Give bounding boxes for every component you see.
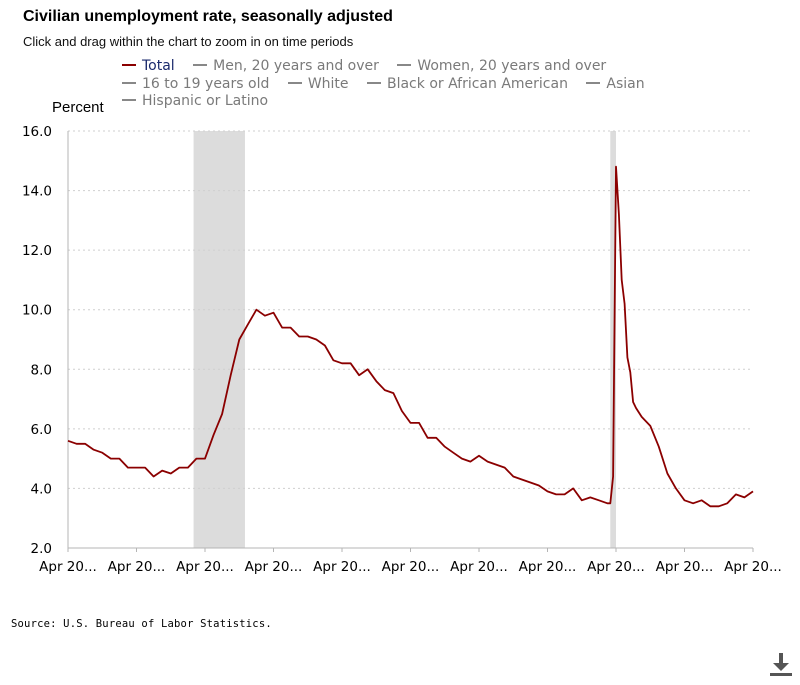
y-tick-label: 14.0 xyxy=(22,184,52,200)
y-tick-label: 2.0 xyxy=(31,541,52,557)
recession-band xyxy=(610,131,616,548)
legend-swatch xyxy=(397,64,412,66)
y-tick-label: 8.0 xyxy=(31,362,52,378)
legend-label: White xyxy=(307,75,349,92)
legend-label: Asian xyxy=(606,75,645,92)
y-tick-label: 16.0 xyxy=(22,124,52,140)
legend-swatch xyxy=(366,81,381,84)
y-tick-labels: 2.0 4.0 6.0 8.0 10.0 12.0 14.0 16.0 xyxy=(22,124,52,557)
x-tick-label: Apr 20... xyxy=(313,559,371,575)
x-tick-label: Apr 20... xyxy=(450,559,508,575)
chart-plot-area[interactable]: 2.04.06.08.010.012.014.016.0 Apr 20... Ap… xyxy=(0,0,800,600)
legend-swatch xyxy=(122,64,136,66)
y-tick-label: 12.0 xyxy=(22,243,52,259)
y-tick-label: 10.0 xyxy=(22,303,52,319)
source-note: Source: U.S. Bureau of Labor Statistics. xyxy=(11,618,272,630)
legend-swatch xyxy=(586,81,601,84)
x-tick-label: Apr 20... xyxy=(587,559,645,575)
x-tick-label: Apr 20... xyxy=(382,559,440,575)
recession-shading-group xyxy=(193,131,616,548)
legend-swatch xyxy=(122,99,136,101)
x-tick-label: Apr 20... xyxy=(108,559,166,575)
legend-item-teens[interactable]: 16 to 19 years old xyxy=(122,76,269,94)
x-tick-label: Apr 20... xyxy=(724,559,782,575)
x-tick-label: Apr 20... xyxy=(519,559,577,575)
download-button[interactable] xyxy=(767,650,795,678)
series-group xyxy=(67,165,754,508)
legend-swatch xyxy=(122,81,136,84)
legend-item-black[interactable]: Black or African American xyxy=(366,75,568,94)
legend-item-asian[interactable]: Asian xyxy=(586,75,645,94)
legend-label: Women, 20 years and over xyxy=(417,58,607,74)
chart-subtitle: Click and drag within the chart to zoom … xyxy=(23,34,354,49)
axes xyxy=(67,131,753,549)
legend-swatch xyxy=(287,81,302,84)
x-tick-label: Apr 20... xyxy=(656,559,714,575)
x-tick-label: Apr 20... xyxy=(176,559,234,575)
legend-item-total[interactable]: Total xyxy=(122,58,175,76)
download-icon xyxy=(770,653,792,676)
x-tick-label: Apr 20... xyxy=(39,559,97,575)
legend-swatch xyxy=(193,64,208,66)
x-tick-labels: Apr 20... Apr 20... Apr 20... Apr 20... Apr … xyxy=(39,548,782,575)
recession-band xyxy=(193,131,245,548)
grid-lines xyxy=(68,130,753,489)
legend-label: 16 to 19 years old xyxy=(142,75,270,92)
legend-item-women[interactable]: Women, 20 years and over xyxy=(397,58,606,76)
y-axis-label: Percent xyxy=(52,99,104,116)
legend-item-white[interactable]: White xyxy=(287,75,349,94)
legend-label: Black or African American xyxy=(386,75,568,92)
y-tick-label: 6.0 xyxy=(31,422,52,438)
legend-label: Total xyxy=(142,58,175,74)
chart-title: Civilian unemployment rate, seasonally a… xyxy=(23,8,393,25)
legend-item-men[interactable]: Men, 20 years and over xyxy=(193,58,379,76)
legend-label: Men, 20 years and over xyxy=(213,58,379,74)
series-line-total xyxy=(67,165,754,508)
y-tick-label: 4.0 xyxy=(31,481,52,497)
legend-item-hispanic[interactable]: Hispanic or Latino xyxy=(122,93,268,111)
legend-label: Hispanic or Latino xyxy=(142,93,269,109)
legend: Total Men, 20 years and over Women, 20 y… xyxy=(122,58,682,111)
x-tick-label: Apr 20... xyxy=(245,559,303,575)
